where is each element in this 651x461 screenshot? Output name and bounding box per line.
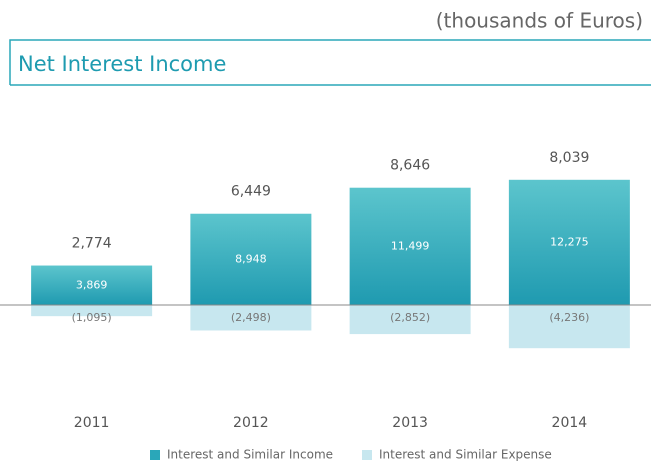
legend-label: Interest and Similar Income: [167, 448, 333, 461]
value-label: (4,236): [549, 311, 589, 324]
x-tick-label: 2011: [74, 415, 110, 431]
value-label: (2,498): [231, 311, 271, 324]
bar: [349, 305, 471, 335]
value-label: 11,499: [391, 239, 430, 252]
x-tick-label: 2012: [233, 415, 269, 431]
total-label: 2,774: [72, 236, 112, 252]
bar: [190, 305, 312, 331]
bar: [508, 179, 630, 305]
title-box: [9, 39, 651, 86]
total-label: 6,449: [231, 184, 271, 200]
total-label: 8,039: [549, 150, 589, 166]
bar: [31, 305, 153, 317]
chart-subtitle: (thousands of Euros): [436, 9, 643, 33]
total-label: 8,646: [390, 158, 430, 174]
x-tick-label: 2013: [392, 415, 428, 431]
x-tick-label: 2014: [552, 415, 588, 431]
legend-swatch: [362, 450, 372, 460]
value-label: 12,275: [550, 235, 589, 248]
value-label: 8,948: [235, 252, 267, 265]
chart-title: Net Interest Income: [18, 52, 226, 76]
value-label: (1,095): [72, 311, 112, 324]
value-label: (2,852): [390, 311, 430, 324]
bar: [31, 265, 153, 305]
legend-swatch: [150, 450, 160, 460]
value-label: 3,869: [76, 278, 108, 291]
bar: [349, 187, 471, 305]
bar: [190, 213, 312, 305]
bar: [508, 305, 630, 349]
legend-label: Interest and Similar Expense: [379, 448, 552, 461]
